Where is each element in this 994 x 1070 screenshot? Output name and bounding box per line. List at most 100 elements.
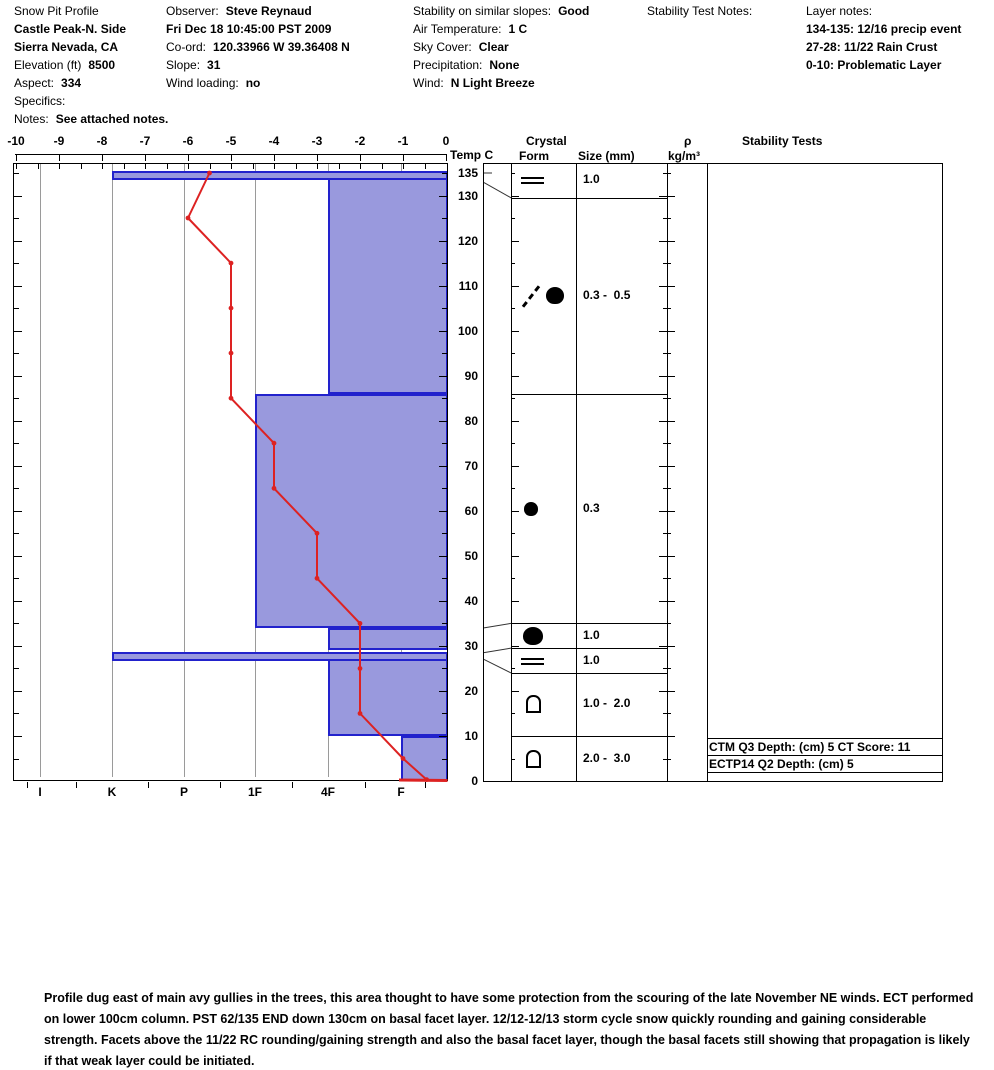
table-column-border <box>483 163 484 781</box>
plot-right-depth-tick <box>442 578 447 580</box>
size-column-tick <box>659 510 675 512</box>
plot-right-depth-tick <box>439 420 447 422</box>
plot-left-depth-tick <box>14 578 19 580</box>
header-field: Aspect: 334 <box>14 76 81 90</box>
profile-notes: Profile dug east of main avy gullies in … <box>44 991 974 1068</box>
grain-row-boundary <box>511 672 667 674</box>
hardness-minor-tick <box>364 782 366 788</box>
field-label: Aspect: <box>14 76 55 90</box>
plot-top-minor-tick <box>102 163 103 169</box>
plot-left-depth-tick <box>14 758 19 760</box>
field-value: None <box>489 58 520 72</box>
form-column-tick <box>511 600 519 602</box>
form-column-tick <box>511 443 515 445</box>
size-column-tick <box>659 645 675 647</box>
hardness-layer-bar <box>328 659 448 736</box>
form-column-tick <box>511 690 519 692</box>
depth-tick-label: 90 <box>464 368 478 383</box>
hardness-tick-label: F <box>397 785 405 799</box>
form-column-tick <box>511 645 519 647</box>
size-column-tick <box>663 623 671 625</box>
rounded-grains-icon <box>546 286 564 304</box>
temp-axis-tick <box>446 154 447 161</box>
form-column-tick <box>511 263 515 265</box>
plot-right-depth-tick <box>439 555 447 557</box>
hardness-minor-tick <box>219 782 221 788</box>
plot-right-depth-tick <box>442 623 447 625</box>
temp-axis-tick-label: -2 <box>354 134 366 148</box>
plot-top-minor-tick <box>16 163 17 169</box>
plot-left-depth-tick <box>14 420 22 422</box>
plot-top-minor-tick <box>80 163 82 169</box>
field-label: Air Temperature: <box>413 22 502 36</box>
header-field: Air Temperature: 1 C <box>413 22 527 36</box>
depth-tick-label: 120 <box>457 233 478 248</box>
field-label: Stability Test Notes: <box>647 4 753 18</box>
size-column-tick <box>659 690 675 692</box>
depth-tick-label: 135 <box>457 166 478 180</box>
hardness-minor-tick <box>76 782 77 788</box>
plot-top-minor-tick <box>231 163 232 169</box>
field-label: Notes: <box>14 112 49 126</box>
field-label: Wind loading: <box>166 76 239 90</box>
plot-right-depth-tick <box>442 308 447 310</box>
table-column-border <box>576 163 577 781</box>
field-value: See attached notes. <box>55 112 169 126</box>
hardness-layer-bar <box>328 627 448 651</box>
size-column-tick <box>663 173 671 174</box>
hardness-tick-label: 4F <box>320 785 335 799</box>
temp-axis-tick-label: -3 <box>311 134 323 148</box>
depth-tick-label: 40 <box>464 593 478 608</box>
form-column-tick <box>511 330 519 332</box>
field-value: Clear <box>478 40 509 54</box>
hardness-minor-tick <box>26 782 28 788</box>
header-field: Castle Peak-N. Side <box>14 22 126 36</box>
depth-hoar-icon <box>526 749 541 768</box>
depth-tick-label: 10 <box>464 729 478 743</box>
plot-right-depth-tick <box>439 690 447 692</box>
table-bottom-border <box>483 781 943 782</box>
field-label: Observer: <box>166 4 219 18</box>
grain-size-value: 0.3 <box>583 500 600 515</box>
plot-top-minor-tick <box>209 163 211 169</box>
hardness-minor-tick <box>424 782 426 788</box>
temp-axis-tick-label: -6 <box>182 134 194 148</box>
size-column-tick <box>663 263 671 265</box>
rounded-grains-icon <box>524 501 538 516</box>
plot-right-depth-tick <box>442 263 447 265</box>
depth-tick-label: 0 <box>471 774 478 788</box>
plot-left-depth-tick <box>14 443 19 445</box>
temp-axis-tick-label: -10 <box>7 134 25 148</box>
layer-row-connector <box>483 622 512 629</box>
depth-tick-label: 50 <box>464 548 478 563</box>
temp-axis-tick-label: -8 <box>96 134 108 148</box>
size-column-tick <box>663 758 671 760</box>
hardness-minor-tick <box>291 782 293 788</box>
temp-axis-tick <box>274 154 275 161</box>
plot-left-depth-tick <box>14 285 22 287</box>
grain-size-value: 0.3 - 0.5 <box>583 287 631 302</box>
depth-hoar-icon <box>526 695 541 714</box>
grain-row-boundary <box>511 736 667 737</box>
form-column-tick <box>511 465 519 467</box>
plot-left-depth-tick <box>14 173 19 174</box>
plot-left-depth-tick <box>14 218 19 219</box>
header-field: Snow Pit Profile <box>14 4 99 18</box>
hardness-minor-tick <box>148 782 149 788</box>
plot-right-depth-tick <box>442 533 447 535</box>
header-field: Wind: N Light Breeze <box>413 76 535 90</box>
hardness-tick-label: 1F <box>247 785 262 799</box>
depth-tick-label: 110 <box>458 278 478 293</box>
stability-test-result: ECTP14 Q2 Depth: (cm) 5 <box>709 756 854 771</box>
temp-axis-line <box>15 154 446 155</box>
temp-axis-tick-label: -9 <box>53 134 65 148</box>
field-label: Slope: <box>166 58 201 72</box>
plot-left-depth-tick <box>14 263 19 265</box>
plot-top-minor-tick <box>188 163 189 169</box>
plot-top-minor-tick <box>123 163 125 169</box>
plot-right-depth-tick <box>439 510 447 512</box>
field-label: Wind: <box>413 76 444 90</box>
profile-chart: Temp C Crystal Form Size (mm) ρ kg/m³ St… <box>7 134 943 799</box>
